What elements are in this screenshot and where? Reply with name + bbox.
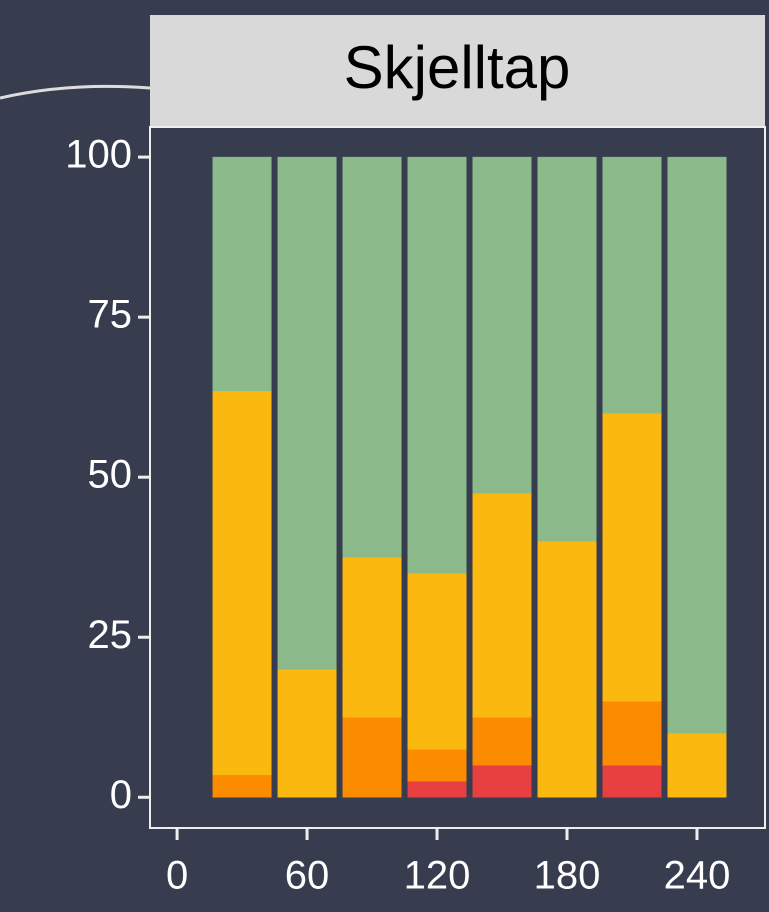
bar-segment <box>212 156 272 392</box>
bar-segment <box>212 390 272 776</box>
bar-segment <box>472 492 532 718</box>
bar-segment <box>602 156 662 414</box>
y-tick-label: 75 <box>88 293 133 337</box>
bar-segment <box>472 765 532 798</box>
decorative-arc <box>0 84 151 100</box>
facet-strip <box>150 15 765 127</box>
bar-segment <box>407 781 467 798</box>
y-tick-label: 100 <box>65 133 132 177</box>
x-tick-label: 0 <box>166 854 188 898</box>
bar-segment <box>667 156 727 734</box>
bar-segment <box>212 774 272 798</box>
bar-segment <box>472 716 532 766</box>
x-tick-label: 60 <box>285 854 330 898</box>
y-tick-label: 50 <box>88 453 133 497</box>
bar-segment <box>602 412 662 702</box>
bar-segment <box>342 156 402 558</box>
x-tick-label: 120 <box>404 854 471 898</box>
x-tick-label: 180 <box>534 854 601 898</box>
bar-segment <box>537 540 597 798</box>
bar-segment <box>277 668 337 798</box>
y-tick-label: 0 <box>110 773 132 817</box>
bar-segment <box>407 749 467 782</box>
bar-segment <box>342 716 402 798</box>
bar-segment <box>602 765 662 798</box>
bar-segment <box>667 733 727 798</box>
bar-segment <box>407 572 467 750</box>
y-tick-label: 25 <box>88 613 133 657</box>
bar-segment <box>602 700 662 766</box>
bar-segment <box>472 156 532 494</box>
bar-segment <box>277 156 337 670</box>
bar-segment <box>342 556 402 718</box>
bar-segment <box>537 156 597 542</box>
bar-segment <box>407 156 467 574</box>
x-tick-label: 240 <box>664 854 731 898</box>
facet-title: Skjelltap <box>344 34 571 101</box>
